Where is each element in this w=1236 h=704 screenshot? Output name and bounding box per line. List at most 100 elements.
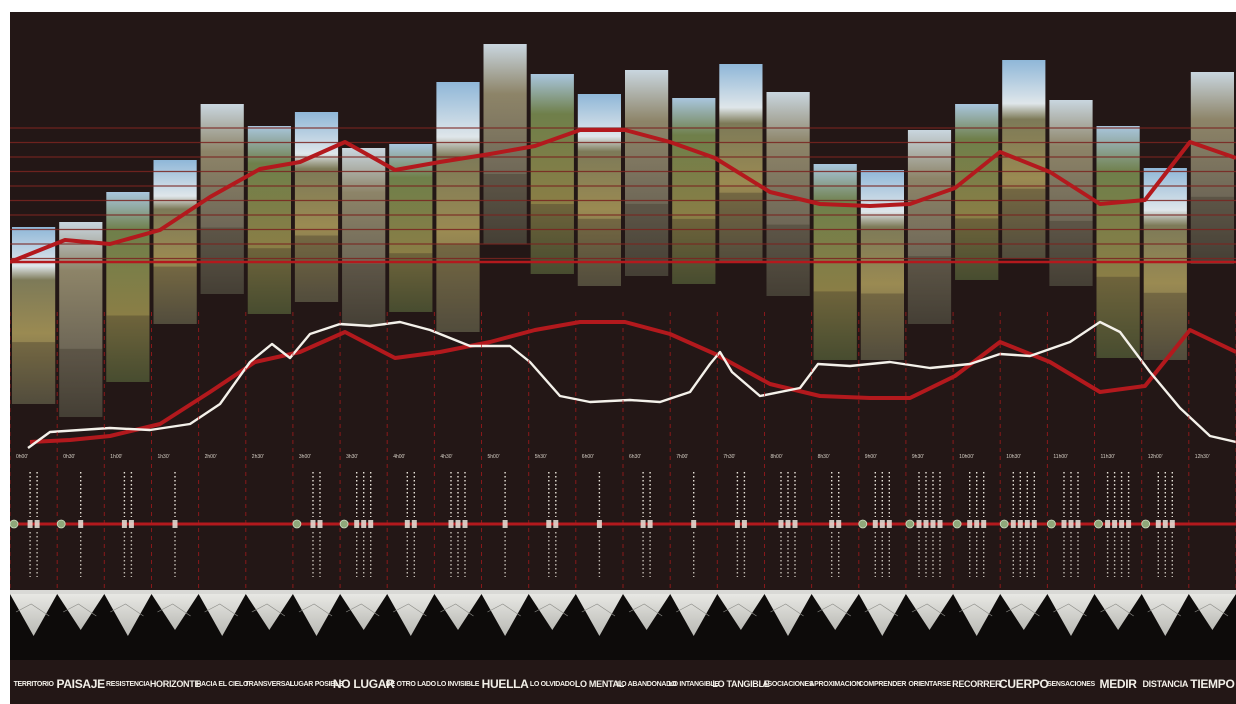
- elevation-curve-upper: [10, 128, 1236, 264]
- event-symbol: [1126, 520, 1132, 528]
- topographic-map-tile: [1047, 594, 1095, 636]
- concept-label: LO TANGIBLE: [712, 679, 770, 689]
- concept-label: RESISTENCIA: [106, 681, 150, 688]
- journey-board: 0h00' 0h30' 1h00' 1h30' 2h00' 2h30' 3h00' 3h30'…: [10, 12, 1236, 704]
- topographic-map-tile: [528, 594, 576, 630]
- time-mark-label: 5h00': [488, 454, 500, 460]
- map-contour: [676, 603, 710, 617]
- photo-shade: [106, 315, 150, 382]
- concept-label: PAISAJE: [56, 677, 106, 691]
- event-symbol: [1017, 520, 1023, 528]
- map-contour: [1194, 603, 1229, 617]
- photo-shade: [766, 224, 810, 296]
- concept-label: COMPRENDER: [858, 681, 907, 688]
- event-marker: [1141, 519, 1151, 529]
- photo-shade: [813, 291, 857, 360]
- concept-label: APROXIMACION: [809, 681, 861, 688]
- photo-shade: [719, 192, 763, 262]
- topographic-map-tile: [858, 594, 906, 636]
- event-symbol: [462, 520, 468, 528]
- event-symbol: [916, 520, 922, 528]
- event-symbol: [34, 520, 40, 528]
- time-mark-label: 8h00': [771, 454, 783, 460]
- landscape-photo: [342, 148, 386, 326]
- event-marker: [858, 519, 868, 529]
- time-mark-label: 1h00': [110, 454, 122, 460]
- time-mark-label: 3h30': [346, 454, 358, 460]
- landscape-photo: [436, 82, 480, 332]
- event-symbol: [121, 520, 127, 528]
- concept-label: TIEMPO: [1190, 677, 1235, 691]
- topographic-map-tile: [811, 594, 859, 630]
- photo-shade: [1002, 188, 1046, 258]
- event-symbol: [1105, 520, 1111, 528]
- event-symbol: [546, 520, 552, 528]
- map-contour: [110, 603, 144, 617]
- topographic-map-tile: [104, 594, 152, 636]
- event-symbol: [974, 520, 980, 528]
- event-symbol: [981, 520, 987, 528]
- topographic-map-tile: [1000, 594, 1048, 630]
- topographic-map-tile: [434, 594, 482, 630]
- event-symbol: [368, 520, 374, 528]
- topographic-map-tile: [340, 594, 388, 630]
- concept-label: HACIA EL CIELO: [196, 681, 249, 688]
- map-contour: [1147, 603, 1181, 617]
- photo-shade: [907, 256, 952, 324]
- photo-shade: [955, 218, 999, 280]
- topographic-map-tile: [57, 594, 105, 630]
- concept-label: TRANSVERSAL: [244, 681, 295, 688]
- concept-label: ASOCIACIONES: [762, 681, 814, 688]
- topographic-map-tile: [953, 594, 1001, 636]
- event-symbol: [128, 520, 134, 528]
- map-contour: [393, 603, 427, 617]
- event-symbol: [872, 520, 878, 528]
- altitude-profile-white: [27, 320, 1236, 449]
- map-strip: [10, 590, 1236, 660]
- event-symbol: [937, 520, 943, 528]
- event-symbol: [778, 520, 784, 528]
- time-mark-label: 12h30': [1195, 454, 1210, 460]
- event-symbol: [1031, 520, 1037, 528]
- concept-label: DE OTRO LADO: [385, 681, 436, 688]
- event-marker: [905, 519, 915, 529]
- concept-label: LO INTANGIBLE: [668, 681, 719, 688]
- time-marks: 0h00' 0h30' 1h00' 1h30' 2h00' 2h30' 3h00' 3h30'…: [16, 454, 1210, 460]
- landscape-photo: [955, 104, 999, 280]
- event-symbol: [78, 520, 84, 528]
- map-contour: [298, 603, 333, 617]
- map-contour: [345, 603, 380, 617]
- photo-shade: [1096, 276, 1140, 358]
- time-mark-label: 4h30': [440, 454, 452, 460]
- event-marker: [10, 519, 19, 529]
- event-symbol: [553, 520, 559, 528]
- map-contour: [770, 603, 804, 617]
- time-mark-label: 10h00': [959, 454, 974, 460]
- map-contour: [911, 603, 946, 617]
- time-mark-label: 0h00': [16, 454, 28, 460]
- event-symbol: [317, 520, 323, 528]
- map-contour: [1006, 603, 1040, 617]
- event-symbol: [1068, 520, 1074, 528]
- time-mark-label: 9h00': [865, 454, 877, 460]
- event-symbol: [1010, 520, 1016, 528]
- event-symbol: [741, 520, 747, 528]
- event-symbol: [836, 520, 842, 528]
- event-symbol: [596, 520, 602, 528]
- photo-shade: [436, 244, 480, 332]
- landscape-photo: [577, 94, 621, 286]
- event-symbol: [829, 520, 835, 528]
- photo-shade: [247, 248, 291, 314]
- map-contour: [440, 603, 474, 617]
- concept-label: LO INVISIBLE: [436, 681, 480, 688]
- event-symbol: [455, 520, 461, 528]
- event-symbol: [792, 520, 798, 528]
- concept-label: RECORRER: [952, 679, 1002, 689]
- event-symbol: [310, 520, 316, 528]
- topographic-map-tile: [764, 594, 812, 636]
- event-symbol: [923, 520, 929, 528]
- event-marker: [1047, 519, 1056, 529]
- event-marker: [999, 519, 1009, 529]
- map-contour: [487, 603, 521, 617]
